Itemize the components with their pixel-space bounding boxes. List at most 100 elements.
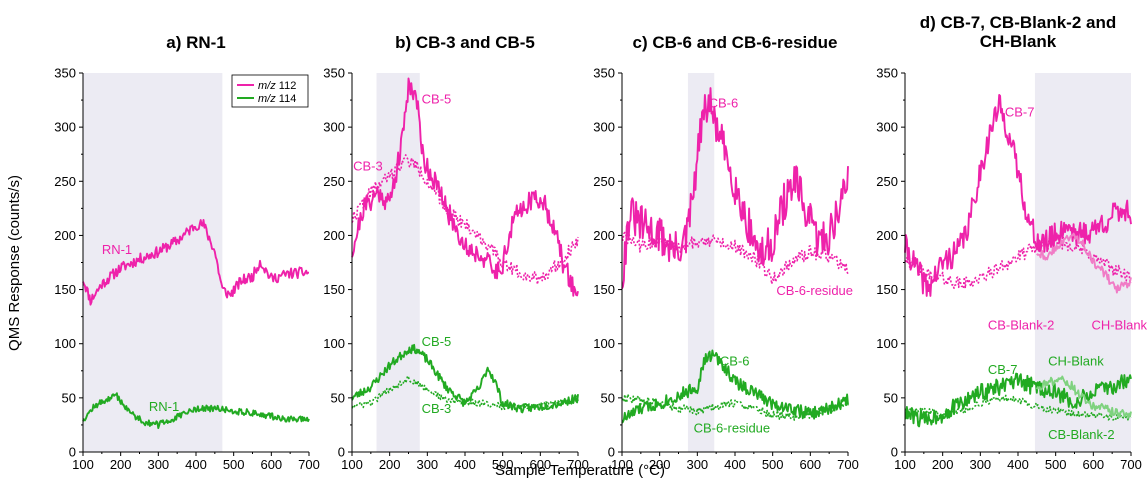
x-tick-label: 600 — [799, 457, 821, 472]
y-tick-label: 200 — [54, 228, 76, 243]
y-tick-label: 300 — [876, 120, 898, 135]
y-tick-label: 200 — [593, 228, 615, 243]
shaded-region — [83, 73, 223, 452]
panel-title: b) CB-3 and CB-5 — [395, 33, 535, 52]
series-annotation: CB-5 — [422, 334, 452, 349]
series-cb-6-residue-mz114-dotted — [621, 393, 849, 421]
x-tick-label: 200 — [379, 457, 401, 472]
y-tick-label: 0 — [69, 445, 76, 460]
legend-label: m/z 112 — [258, 80, 296, 92]
series-cb-6-residue-mz112-dotted — [621, 231, 849, 285]
y-tick-label: 0 — [338, 445, 345, 460]
panel-3: 0 50 100 150 200 250 300 350 100 200 300 400 500 600 7… — [593, 33, 859, 472]
panel-title: CH-Blank — [980, 32, 1057, 51]
series-ch-blank-mz114 — [1035, 375, 1132, 419]
x-tick-label: 300 — [686, 457, 708, 472]
series-annotation: CB-6 — [720, 353, 750, 368]
y-tick-label: 200 — [323, 228, 345, 243]
x-tick-label: 500 — [1045, 457, 1067, 472]
x-tick-label: 700 — [837, 457, 859, 472]
y-tick-label: 50 — [331, 390, 345, 405]
series-cb-5-mz112 — [351, 77, 579, 297]
y-tick-label: 150 — [54, 282, 76, 297]
series-annotation: CB-3 — [353, 158, 383, 173]
series-annotation: RN-1 — [102, 242, 132, 257]
y-tick-label: 0 — [608, 445, 615, 460]
series-cb-3-mz112-dotted — [351, 154, 579, 286]
x-tick-label: 700 — [298, 457, 320, 472]
series-annotation: CB-7 — [988, 362, 1018, 377]
x-tick-label: 400 — [185, 457, 207, 472]
x-tick-label: 300 — [969, 457, 991, 472]
shaded-region — [376, 73, 420, 452]
series-annotation: CH-Blank — [1048, 353, 1104, 368]
panel-title: a) RN-1 — [166, 33, 226, 52]
y-axis-label: QMS Response (counts/s) — [6, 175, 23, 351]
y-tick-label: 350 — [54, 66, 76, 81]
y-tick-label: 50 — [62, 390, 76, 405]
y-tick-label: 300 — [323, 120, 345, 135]
panel-title: d) CB-7, CB-Blank-2 and — [920, 13, 1116, 32]
x-tick-label: 400 — [724, 457, 746, 472]
x-tick-label: 200 — [649, 457, 671, 472]
x-axis-label: Sample Temperature (°C) — [495, 462, 665, 479]
x-tick-label: 600 — [529, 457, 551, 472]
x-tick-label: 400 — [1007, 457, 1029, 472]
x-tick-label: 600 — [260, 457, 282, 472]
y-tick-label: 200 — [876, 228, 898, 243]
y-tick-label: 250 — [54, 174, 76, 189]
x-tick-label: 200 — [932, 457, 954, 472]
y-tick-label: 250 — [876, 174, 898, 189]
y-tick-label: 350 — [323, 66, 345, 81]
x-tick-label: 700 — [1120, 457, 1142, 472]
y-tick-label: 100 — [54, 336, 76, 351]
x-tick-label: 500 — [762, 457, 784, 472]
y-tick-label: 50 — [884, 390, 898, 405]
series-annotation: CB-Blank-2 — [1048, 427, 1114, 442]
series-annotation: CB-6-residue — [694, 421, 771, 436]
y-tick-label: 0 — [891, 445, 898, 460]
legend-box — [231, 74, 309, 108]
x-tick-label: 300 — [416, 457, 438, 472]
panel-title: c) CB-6 and CB-6-residue — [633, 33, 838, 52]
panel-4: 0 50 100 150 200 250 300 350 100 200 300 400 500 600 7… — [876, 13, 1147, 472]
y-tick-label: 100 — [876, 336, 898, 351]
x-tick-label: 300 — [147, 457, 169, 472]
y-tick-label: 250 — [323, 174, 345, 189]
y-tick-label: 50 — [601, 390, 615, 405]
y-tick-label: 100 — [593, 336, 615, 351]
y-tick-label: 300 — [54, 120, 76, 135]
x-tick-label: 100 — [611, 457, 633, 472]
x-tick-label: 500 — [492, 457, 514, 472]
x-tick-label: 500 — [223, 457, 245, 472]
legend-label: m/z 114 — [258, 93, 296, 105]
series-cb-6-mz112 — [621, 87, 849, 289]
series-annotation: RN-1 — [149, 399, 179, 414]
series-cb-blank-2-mz112-dotted — [904, 234, 1132, 290]
y-tick-label: 100 — [323, 336, 345, 351]
x-tick-label: 600 — [1082, 457, 1104, 472]
y-tick-label: 350 — [593, 66, 615, 81]
series-ch-blank-mz112 — [1036, 232, 1132, 294]
series-annotation: CB-Blank-2 — [988, 318, 1054, 333]
series-cb-7-mz112 — [904, 93, 1132, 297]
series-rn-1-mz114 — [82, 392, 310, 430]
panel-1: 0 50 100 150 200 250 300 350 100 200 300 400 500 600 7… — [54, 33, 320, 472]
series-rn-1-mz112 — [82, 219, 310, 306]
x-tick-label: 400 — [454, 457, 476, 472]
x-tick-label: 700 — [567, 457, 589, 472]
x-tick-label: 100 — [894, 457, 916, 472]
series-cb-7-mz114 — [904, 372, 1132, 428]
x-tick-label: 200 — [110, 457, 132, 472]
panel-2: 0 50 100 150 200 250 300 350 100 200 300 400 500 600 7… — [323, 33, 589, 472]
series-annotation: CB-3 — [422, 401, 452, 416]
series-annotation: CB-7 — [1005, 104, 1035, 119]
y-tick-label: 250 — [593, 174, 615, 189]
series-cb-blank-2-mz114-dotted — [904, 394, 1132, 422]
y-tick-label: 350 — [876, 66, 898, 81]
y-tick-label: 300 — [593, 120, 615, 135]
x-tick-label: 100 — [72, 457, 94, 472]
